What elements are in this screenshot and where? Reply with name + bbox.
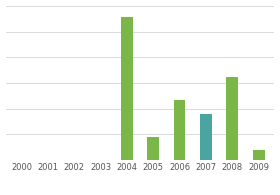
- Bar: [200, 114, 212, 160]
- Bar: [147, 137, 159, 160]
- Bar: [174, 100, 185, 160]
- Bar: [253, 150, 265, 160]
- Bar: [121, 17, 133, 160]
- Bar: [226, 77, 238, 160]
